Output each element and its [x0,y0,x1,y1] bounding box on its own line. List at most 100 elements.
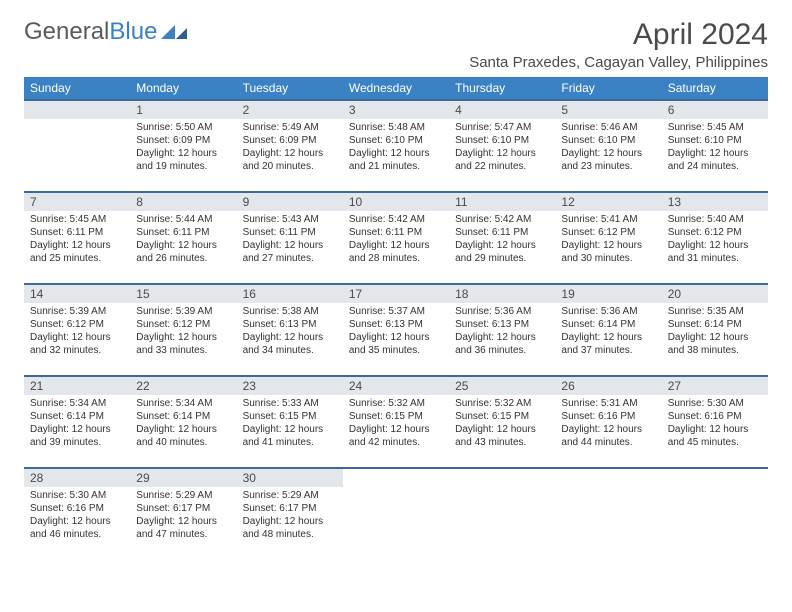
daylight-line: Daylight: 12 hours and 29 minutes. [455,239,549,265]
sunrise-line: Sunrise: 5:29 AM [243,489,337,502]
day-number: 1 [130,101,236,119]
day-number: 24 [343,377,449,395]
day-number: 20 [662,285,768,303]
calendar-cell [449,468,555,560]
calendar-cell: 5Sunrise: 5:46 AMSunset: 6:10 PMDaylight… [555,100,661,192]
sunrise-line: Sunrise: 5:50 AM [136,121,230,134]
logo-triangle-icon [161,21,187,44]
sunset-line: Sunset: 6:09 PM [136,134,230,147]
day-details: Sunrise: 5:36 AMSunset: 6:14 PMDaylight:… [555,303,661,361]
day-details: Sunrise: 5:43 AMSunset: 6:11 PMDaylight:… [237,211,343,269]
sunset-line: Sunset: 6:14 PM [136,410,230,423]
day-details: Sunrise: 5:34 AMSunset: 6:14 PMDaylight:… [24,395,130,453]
sunset-line: Sunset: 6:12 PM [561,226,655,239]
daylight-line: Daylight: 12 hours and 30 minutes. [561,239,655,265]
daylight-line: Daylight: 12 hours and 21 minutes. [349,147,443,173]
day-number: 23 [237,377,343,395]
day-details: Sunrise: 5:46 AMSunset: 6:10 PMDaylight:… [555,119,661,177]
calendar-cell: 13Sunrise: 5:40 AMSunset: 6:12 PMDayligh… [662,192,768,284]
sunrise-line: Sunrise: 5:49 AM [243,121,337,134]
sunrise-line: Sunrise: 5:45 AM [668,121,762,134]
calendar-weekday-header: SundayMondayTuesdayWednesdayThursdayFrid… [24,77,768,100]
daylight-line: Daylight: 12 hours and 42 minutes. [349,423,443,449]
calendar-cell: 26Sunrise: 5:31 AMSunset: 6:16 PMDayligh… [555,376,661,468]
sunrise-line: Sunrise: 5:47 AM [455,121,549,134]
day-details: Sunrise: 5:39 AMSunset: 6:12 PMDaylight:… [130,303,236,361]
calendar-cell: 12Sunrise: 5:41 AMSunset: 6:12 PMDayligh… [555,192,661,284]
calendar-table: SundayMondayTuesdayWednesdayThursdayFrid… [24,77,768,560]
sunrise-line: Sunrise: 5:31 AM [561,397,655,410]
daylight-line: Daylight: 12 hours and 44 minutes. [561,423,655,449]
calendar-cell: 29Sunrise: 5:29 AMSunset: 6:17 PMDayligh… [130,468,236,560]
day-number: 4 [449,101,555,119]
sunset-line: Sunset: 6:12 PM [30,318,124,331]
day-details: Sunrise: 5:32 AMSunset: 6:15 PMDaylight:… [449,395,555,453]
day-number: 25 [449,377,555,395]
day-number: 14 [24,285,130,303]
sunrise-line: Sunrise: 5:30 AM [30,489,124,502]
sunrise-line: Sunrise: 5:36 AM [455,305,549,318]
weekday-header-wednesday: Wednesday [343,77,449,100]
day-number: 6 [662,101,768,119]
sunset-line: Sunset: 6:13 PM [243,318,337,331]
calendar-cell: 19Sunrise: 5:36 AMSunset: 6:14 PMDayligh… [555,284,661,376]
logo-text-part1: General [24,18,109,45]
sunset-line: Sunset: 6:10 PM [561,134,655,147]
sunset-line: Sunset: 6:15 PM [243,410,337,423]
day-details: Sunrise: 5:35 AMSunset: 6:14 PMDaylight:… [662,303,768,361]
calendar-cell: 23Sunrise: 5:33 AMSunset: 6:15 PMDayligh… [237,376,343,468]
sunset-line: Sunset: 6:11 PM [30,226,124,239]
calendar-week-row: 21Sunrise: 5:34 AMSunset: 6:14 PMDayligh… [24,376,768,468]
calendar-cell: 16Sunrise: 5:38 AMSunset: 6:13 PMDayligh… [237,284,343,376]
daylight-line: Daylight: 12 hours and 31 minutes. [668,239,762,265]
day-number: 11 [449,193,555,211]
day-details: Sunrise: 5:47 AMSunset: 6:10 PMDaylight:… [449,119,555,177]
day-details: Sunrise: 5:50 AMSunset: 6:09 PMDaylight:… [130,119,236,177]
sunrise-line: Sunrise: 5:45 AM [30,213,124,226]
daylight-line: Daylight: 12 hours and 41 minutes. [243,423,337,449]
weekday-header-sunday: Sunday [24,77,130,100]
calendar-cell: 22Sunrise: 5:34 AMSunset: 6:14 PMDayligh… [130,376,236,468]
daylight-line: Daylight: 12 hours and 25 minutes. [30,239,124,265]
day-details: Sunrise: 5:31 AMSunset: 6:16 PMDaylight:… [555,395,661,453]
calendar-week-row: 14Sunrise: 5:39 AMSunset: 6:12 PMDayligh… [24,284,768,376]
weekday-header-monday: Monday [130,77,236,100]
sunrise-line: Sunrise: 5:39 AM [136,305,230,318]
sunset-line: Sunset: 6:11 PM [349,226,443,239]
calendar-cell: 1Sunrise: 5:50 AMSunset: 6:09 PMDaylight… [130,100,236,192]
calendar-cell: 6Sunrise: 5:45 AMSunset: 6:10 PMDaylight… [662,100,768,192]
daylight-line: Daylight: 12 hours and 38 minutes. [668,331,762,357]
daylight-line: Daylight: 12 hours and 24 minutes. [668,147,762,173]
day-details: Sunrise: 5:39 AMSunset: 6:12 PMDaylight:… [24,303,130,361]
sunrise-line: Sunrise: 5:48 AM [349,121,443,134]
day-number: 18 [449,285,555,303]
sunset-line: Sunset: 6:10 PM [455,134,549,147]
day-number: 29 [130,469,236,487]
daylight-line: Daylight: 12 hours and 34 minutes. [243,331,337,357]
day-details: Sunrise: 5:41 AMSunset: 6:12 PMDaylight:… [555,211,661,269]
day-details: Sunrise: 5:37 AMSunset: 6:13 PMDaylight:… [343,303,449,361]
day-details: Sunrise: 5:42 AMSunset: 6:11 PMDaylight:… [343,211,449,269]
day-number: 21 [24,377,130,395]
day-number: 8 [130,193,236,211]
day-number: 12 [555,193,661,211]
calendar-cell: 21Sunrise: 5:34 AMSunset: 6:14 PMDayligh… [24,376,130,468]
calendar-cell: 3Sunrise: 5:48 AMSunset: 6:10 PMDaylight… [343,100,449,192]
day-number: 26 [555,377,661,395]
sunrise-line: Sunrise: 5:38 AM [243,305,337,318]
sunrise-line: Sunrise: 5:39 AM [30,305,124,318]
calendar-cell: 4Sunrise: 5:47 AMSunset: 6:10 PMDaylight… [449,100,555,192]
sunset-line: Sunset: 6:12 PM [136,318,230,331]
calendar-cell: 20Sunrise: 5:35 AMSunset: 6:14 PMDayligh… [662,284,768,376]
day-number: 5 [555,101,661,119]
day-details: Sunrise: 5:45 AMSunset: 6:10 PMDaylight:… [662,119,768,177]
day-details: Sunrise: 5:36 AMSunset: 6:13 PMDaylight:… [449,303,555,361]
calendar-cell: 15Sunrise: 5:39 AMSunset: 6:12 PMDayligh… [130,284,236,376]
sunrise-line: Sunrise: 5:32 AM [455,397,549,410]
sunrise-line: Sunrise: 5:36 AM [561,305,655,318]
calendar-cell: 24Sunrise: 5:32 AMSunset: 6:15 PMDayligh… [343,376,449,468]
day-number: 17 [343,285,449,303]
sunset-line: Sunset: 6:13 PM [455,318,549,331]
sunrise-line: Sunrise: 5:42 AM [455,213,549,226]
daylight-line: Daylight: 12 hours and 43 minutes. [455,423,549,449]
